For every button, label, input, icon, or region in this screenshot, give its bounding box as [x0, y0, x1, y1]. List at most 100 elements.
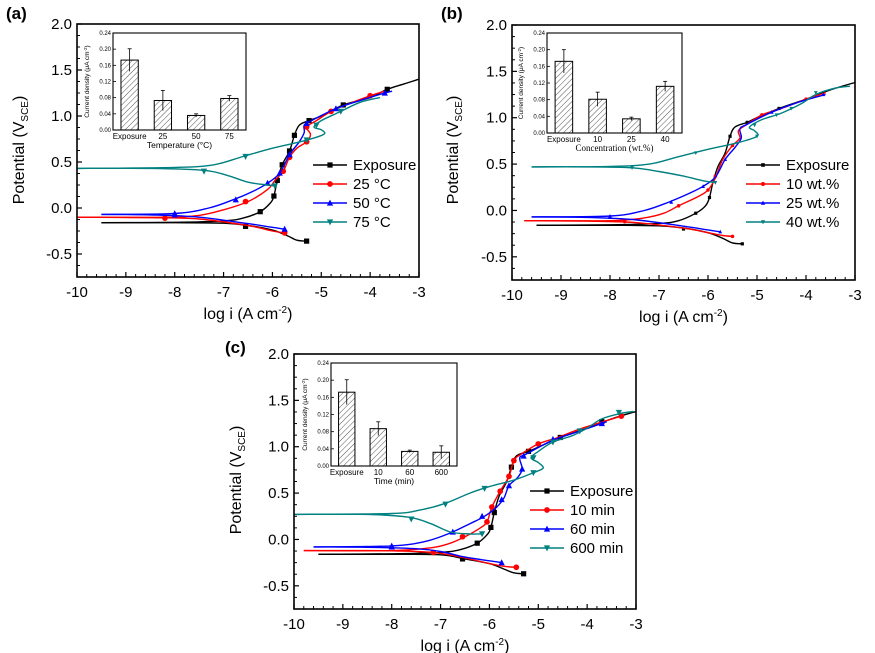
data-point [459, 556, 466, 562]
inset-bar [220, 97, 239, 131]
data-point [384, 86, 390, 92]
data-point [171, 210, 178, 217]
series-60-min [313, 420, 607, 566]
data-point [693, 151, 698, 156]
series-10-wt- [524, 92, 826, 239]
x-tick-label: -6 [483, 616, 496, 633]
x-tick-label: -6 [266, 284, 279, 301]
legend-entry: 75 °C [313, 214, 391, 231]
data-point [304, 238, 310, 244]
x-tick-label: -10 [66, 284, 88, 301]
legend-entry: 10 wt.% [746, 176, 839, 193]
legend-entry: 600 min [530, 540, 623, 557]
inset-category-label: 600 [435, 468, 449, 477]
inset-y-tick-label: 0.08 [533, 98, 545, 104]
inset-y-tick-label: 0.16 [99, 63, 111, 69]
inset-category-label: 75 [225, 132, 234, 141]
legend-label: 600 min [570, 540, 623, 557]
inset-x-axis-title: Temperature (°C) [147, 140, 212, 150]
data-point [286, 148, 293, 154]
y-tick-label: 0.5 [51, 154, 72, 171]
data-point [728, 134, 732, 138]
inset-y-title-main: Current density (μA cm [518, 53, 525, 119]
series-600-min [293, 409, 634, 538]
x-tick-label: -8 [603, 287, 616, 304]
data-point [303, 137, 310, 144]
inset-category-label: Exposure [547, 135, 581, 144]
cathodic-branch-line [531, 166, 716, 184]
data-point [821, 92, 826, 97]
data-point [498, 496, 505, 503]
data-point [813, 91, 818, 95]
inset-y-title-main: Current density (μA cm [84, 51, 91, 117]
data-point [488, 524, 494, 530]
data-point [498, 559, 505, 566]
y-tick-label: 0.0 [51, 200, 72, 217]
inset-y-tick-label: 0.00 [99, 128, 111, 134]
inset-bar [401, 450, 419, 467]
inset-y-tick-label: 0.20 [533, 48, 545, 54]
inset-y-tick-label: 0.04 [99, 112, 111, 118]
data-point [535, 441, 542, 447]
y-tick-label: 1.5 [51, 62, 72, 79]
data-point [740, 242, 744, 246]
x-tick-label: -5 [315, 284, 328, 301]
data-point [598, 420, 605, 427]
data-point [676, 204, 681, 208]
legend-entry: Exposure [746, 157, 849, 174]
inset-bar-chart: Exposure 25 50 75 0.00 0.04 0.08 0.12 0.16 0.20 0.… [83, 31, 247, 150]
data-point [681, 227, 686, 231]
data-point [520, 452, 527, 459]
x-axis-title-tail: ) [287, 306, 292, 323]
data-point [608, 213, 612, 218]
data-point [694, 211, 698, 215]
x-tick-label: -4 [363, 284, 376, 301]
data-point [332, 105, 340, 112]
inset-category-label: 50 [192, 132, 201, 141]
legend-marker [327, 181, 333, 187]
legend-entry: 40 wt.% [746, 214, 839, 231]
data-point [200, 168, 208, 175]
x-tick-label: -9 [554, 287, 567, 304]
data-point [279, 162, 285, 168]
data-point [271, 193, 277, 199]
data-point [519, 465, 526, 472]
legend-label: Exposure [570, 483, 633, 500]
y-tick-label: -0.5 [46, 246, 72, 263]
x-tick-label: -3 [629, 616, 642, 633]
y-axis-title: Potential (VSCE) [228, 426, 248, 535]
x-tick-label: -8 [385, 616, 398, 633]
x-axis-title-tail: ) [723, 309, 728, 326]
chart-panel-a: (a) -10 -9 -8 -7 -6 -5 -4 -3 -0.5 0.0 0.5 1.0 1.5 2.0 l… [6, 4, 426, 323]
x-tick-label: -9 [336, 616, 349, 633]
inset-bar [186, 114, 206, 131]
data-point [622, 219, 627, 224]
inset-y-tick-label: 0.24 [533, 31, 545, 37]
data-point [257, 209, 263, 215]
panel-label: (b) [441, 4, 463, 23]
cathodic-branch-line [313, 546, 502, 564]
legend-marker [760, 200, 766, 205]
legend: Exposure 10 min 60 min 600 min [530, 483, 633, 557]
chart-panel-b: (b) -10 -9 -8 -7 -6 -5 -4 -3 -0.5 0.0 0.5 1.0 1.5 2.0 l… [441, 4, 862, 326]
data-point [713, 181, 718, 185]
x-axis-title: log i (A cm-2) [639, 308, 728, 326]
x-axis-title-sup: -2 [714, 308, 723, 319]
inset-y-title-sup: -2 [83, 47, 88, 51]
x-axis-title-main: log i (A cm [639, 309, 714, 326]
series-40-wt- [531, 85, 851, 185]
data-point [513, 564, 520, 571]
series-25-c [76, 90, 385, 236]
data-point [618, 413, 625, 419]
inset-y-tick-label: 0.20 [317, 378, 329, 384]
data-point [408, 516, 415, 523]
anodic-branch-line [531, 85, 851, 168]
data-point [718, 229, 723, 234]
inset-y-title-sup: -2 [301, 380, 306, 384]
legend-marker [760, 220, 766, 225]
inset-category-label: 10 [593, 135, 602, 144]
y-axis-title-main: Potential (V [445, 121, 462, 204]
inset-category-label: Exposure [113, 132, 147, 141]
data-point [530, 455, 537, 462]
